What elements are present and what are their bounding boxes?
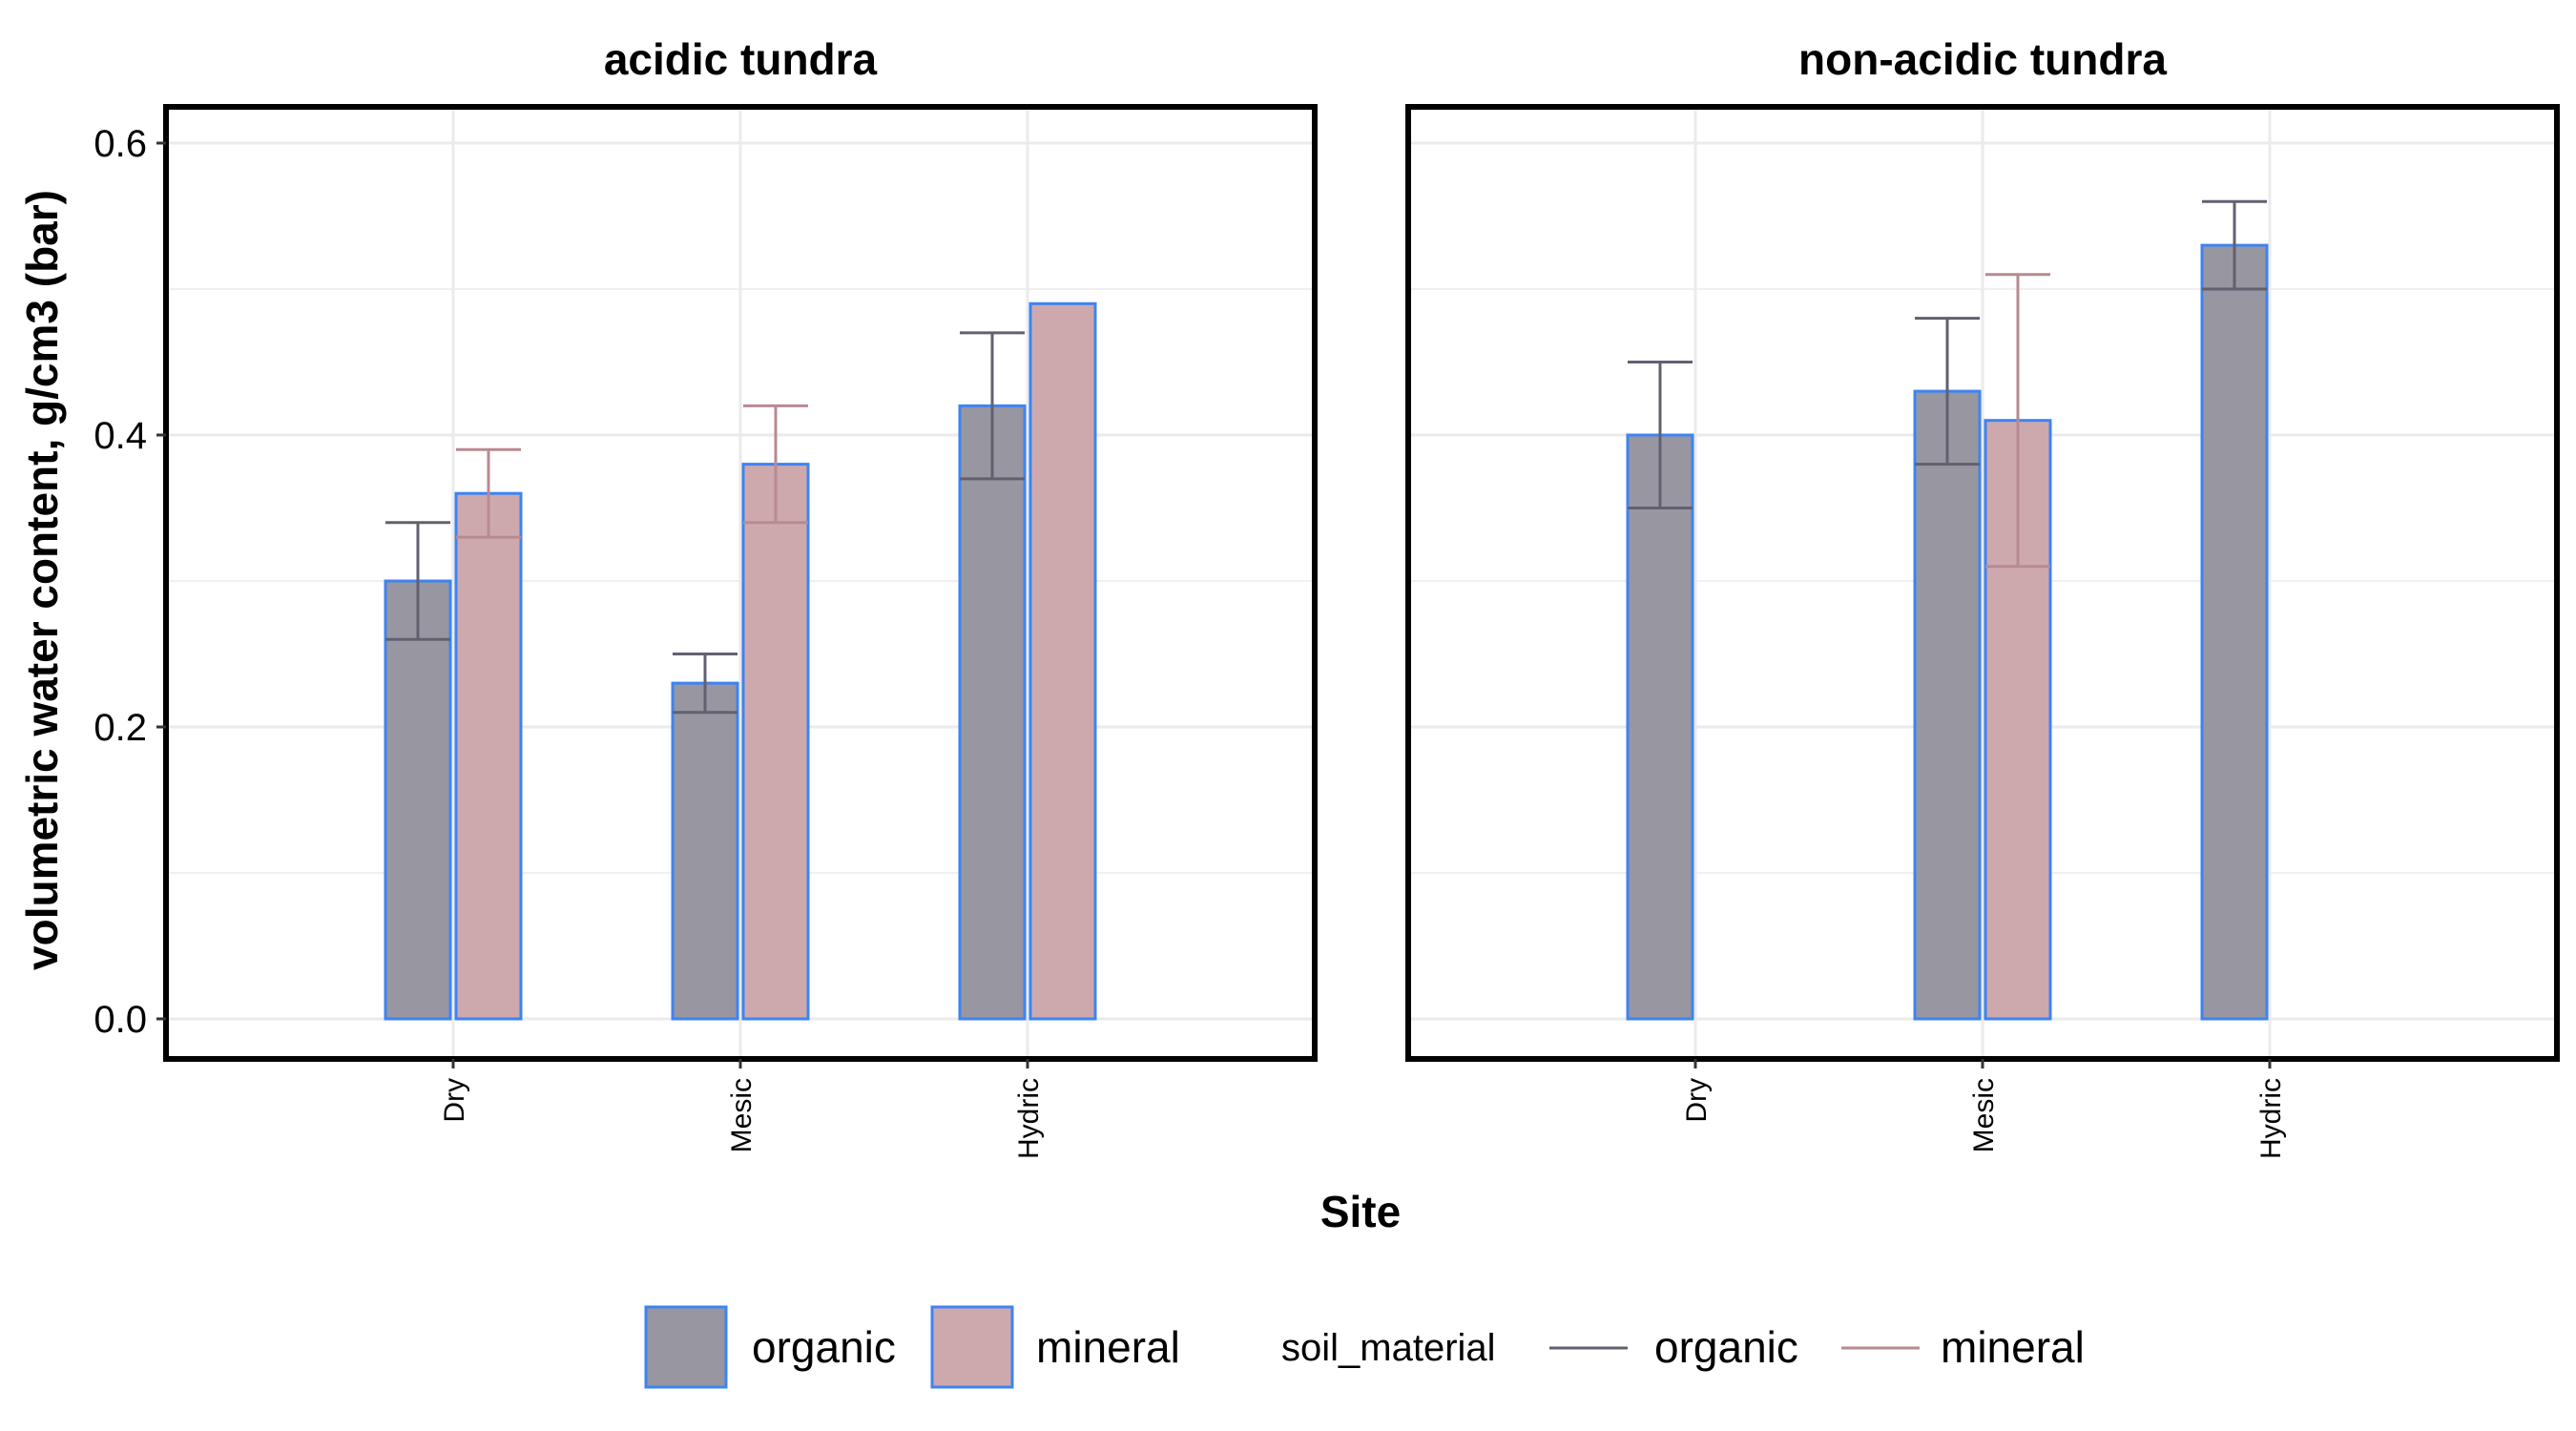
bar-organic-dry	[384, 579, 452, 1021]
y-tick-label: 0.0	[93, 999, 147, 1041]
error-bar-organic-dry	[385, 521, 450, 641]
bar-mineral-dry	[454, 491, 523, 1021]
error-bar-organic-mesic	[1915, 317, 1980, 467]
legend-label-organic-fill: organic	[752, 1322, 896, 1372]
error-bar-organic-hydric	[960, 331, 1025, 481]
y-tick-label: 0.2	[93, 707, 147, 749]
y-axis-title: volumetric water content, g/cm3 (bar)	[17, 190, 67, 970]
x-axis-title: Site	[1320, 1187, 1401, 1236]
legend-key-organic-fill	[644, 1305, 728, 1389]
legend-title-soil-material: soil_material	[1281, 1327, 1496, 1369]
bar-organic-dry	[1626, 433, 1694, 1021]
bar-mineral-hydric	[1028, 301, 1097, 1021]
bar-organic-hydric	[2200, 243, 2269, 1021]
error-bar-mineral-dry	[456, 447, 521, 539]
x-tick-label-hydric: Hydric	[2255, 1078, 2287, 1159]
x-tick-label-mesic: Mesic	[1968, 1078, 2000, 1152]
legend-label-organic-line: organic	[1654, 1322, 1798, 1372]
bar-organic-hydric	[958, 404, 1027, 1021]
x-tick-label-dry: Dry	[439, 1078, 470, 1123]
bar-layer	[384, 243, 2269, 1021]
bar-organic-mesic	[671, 681, 739, 1021]
grid-layer	[166, 107, 2557, 1059]
y-tick-label: 0.4	[93, 415, 147, 457]
legend: organic mineral soil_material organic mi…	[644, 1305, 2085, 1389]
error-bar-organic-dry	[1628, 361, 1693, 509]
x-tick-label-hydric: Hydric	[1013, 1078, 1045, 1159]
x-tick-label-dry: Dry	[1681, 1078, 1713, 1123]
x-tick-label-mesic: Mesic	[726, 1078, 758, 1152]
panel-frame-layer	[163, 104, 2560, 1062]
error-bar-organic-hydric	[2202, 199, 2267, 291]
axis-layer: Dry Mesic Hydric 0.0 0.2 0.4 0.6 Dry Mesic Hydric	[93, 123, 2287, 1159]
legend-label-mineral-line: mineral	[1941, 1322, 2085, 1372]
bar-mineral-mesic	[741, 463, 810, 1021]
legend-label-mineral-fill: mineral	[1036, 1322, 1180, 1372]
error-bar-layer	[385, 199, 2267, 715]
error-bar-organic-mesic	[673, 653, 737, 715]
error-bar-mineral-mesic	[743, 404, 808, 525]
facet-title-acidic: acidic tundra	[604, 34, 878, 84]
y-tick-label: 0.6	[93, 123, 147, 165]
legend-key-mineral-fill	[930, 1305, 1014, 1389]
facet-title-non-acidic: non-acidic tundra	[1798, 34, 2167, 84]
error-bar-mineral-mesic	[1985, 273, 2050, 569]
bar-organic-mesic	[1913, 389, 1982, 1021]
